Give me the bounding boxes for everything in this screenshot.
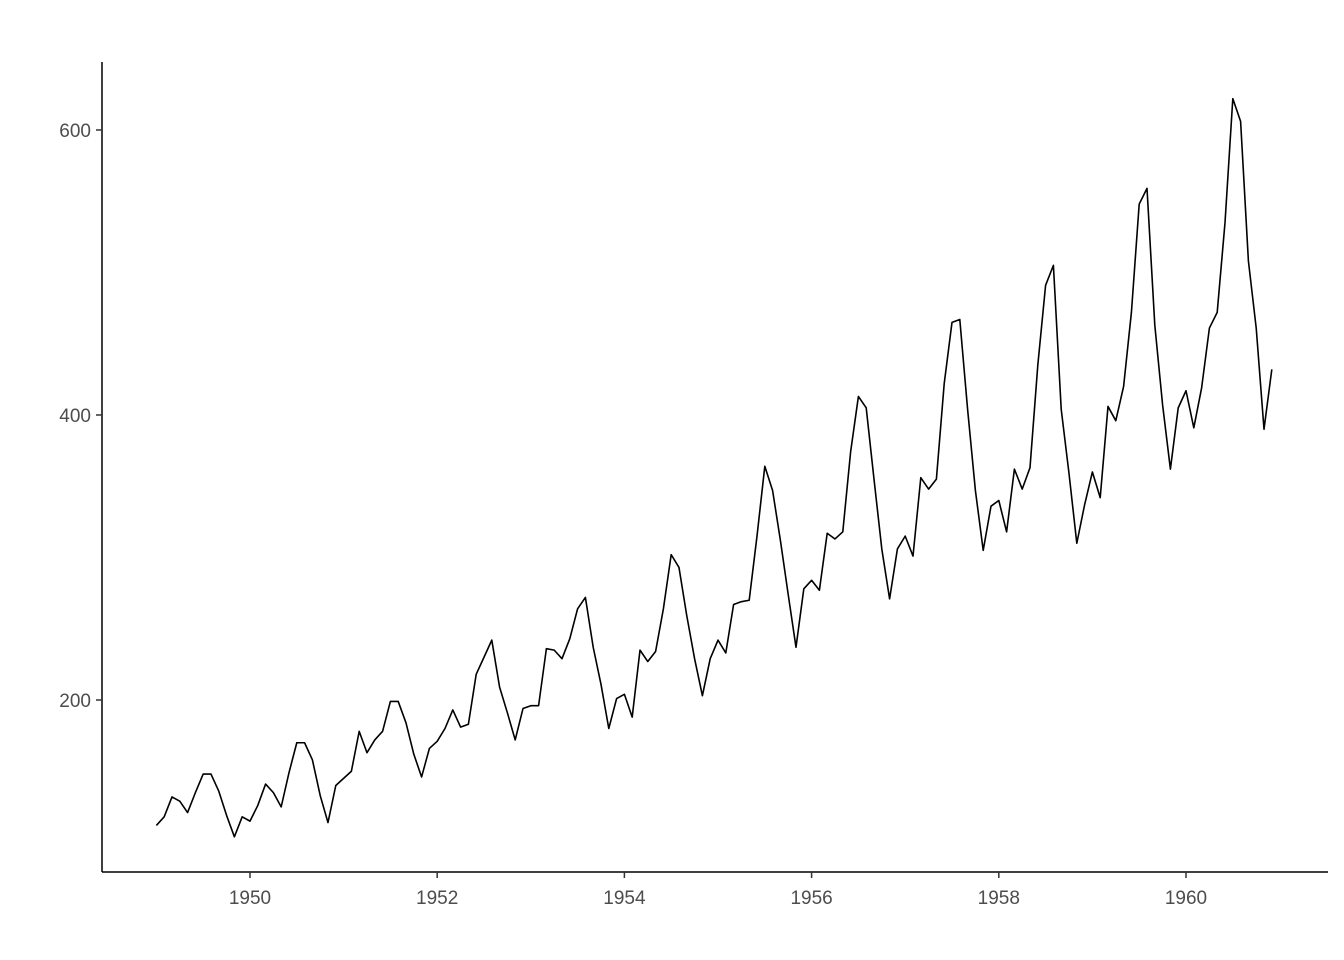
y-tick-label: 600 (59, 121, 91, 142)
x-tick-label: 1954 (603, 888, 646, 909)
x-tick-label: 1960 (1165, 888, 1207, 909)
x-tick-label: 1958 (978, 888, 1020, 909)
y-tick-label: 200 (59, 691, 91, 712)
x-tick-label: 1956 (790, 888, 832, 909)
x-tick-label: 1950 (229, 888, 271, 909)
x-tick-label: 1952 (416, 888, 458, 909)
y-tick-label: 400 (59, 406, 91, 427)
data-line (155, 97, 1273, 838)
